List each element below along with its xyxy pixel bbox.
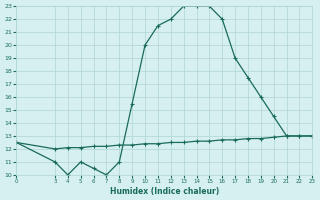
X-axis label: Humidex (Indice chaleur): Humidex (Indice chaleur) [110,187,219,196]
